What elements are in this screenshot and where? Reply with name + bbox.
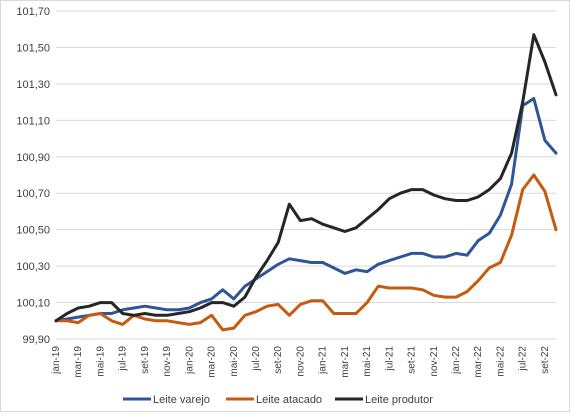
y-tick-label: 101,10 [16,115,50,127]
x-tick-label: mai-21 [362,346,373,377]
x-tick-label: jan-19 [51,346,62,375]
y-tick-label: 100,10 [16,298,50,310]
x-tick-label: nov-19 [162,346,173,377]
series-line-leite-atacado [54,173,558,332]
x-tick-label: set-22 [540,346,551,374]
x-tick-label: jul-19 [118,346,129,372]
x-tick-label: set-20 [273,346,284,374]
x-tick-label: jan-22 [451,346,462,375]
x-tick-label: mar-19 [73,346,84,378]
y-axis-tick-labels: 99,90 100,10 100,30 100,50 100,70 100,90 101,1… [16,6,50,346]
legend: Leite varejo Leite atacado Leite produtor [123,394,433,406]
series-line-leite-produtor [54,33,558,323]
x-tick-label: nov-20 [295,346,306,377]
series-lines [54,33,558,332]
x-tick-label: jan-20 [184,346,195,375]
y-tick-label: 100,90 [16,152,50,164]
x-tick-label: mai-19 [95,346,106,377]
y-tick-label: 101,50 [16,42,50,54]
x-tick-label: jul-22 [518,346,529,372]
y-tick-label: 99,90 [22,334,50,346]
y-tick-label: 100,70 [16,188,50,200]
legend-label-leite-produtor: Leite produtor [365,394,433,406]
x-tick-label: nov-21 [429,346,440,377]
legend-label-leite-varejo: Leite varejo [153,394,210,406]
x-tick-label: set-19 [140,346,151,374]
x-tick-label: mar-20 [207,346,218,378]
x-tick-label: mai-22 [495,346,506,377]
y-tick-label: 100,50 [16,225,50,237]
y-tick-label: 101,70 [16,6,50,18]
gridlines [56,10,556,340]
x-tick-label: jul-21 [384,346,395,372]
y-tick-label: 100,30 [16,261,50,273]
x-tick-label: set-21 [407,346,418,374]
x-axis-tick-labels: jan-19 mar-19 mai-19 jul-19 set-19 nov-19 jan-… [51,346,551,378]
x-tick-label: mai-20 [229,346,240,377]
series-line-leite-varejo [54,97,558,323]
x-tick-label: mar-22 [473,346,484,378]
x-tick-label: mar-21 [340,346,351,378]
y-tick-label: 101,30 [16,79,50,91]
x-tick-label: jan-21 [318,346,329,375]
legend-label-leite-atacado: Leite atacado [256,394,322,406]
x-tick-label: jul-20 [251,346,262,372]
